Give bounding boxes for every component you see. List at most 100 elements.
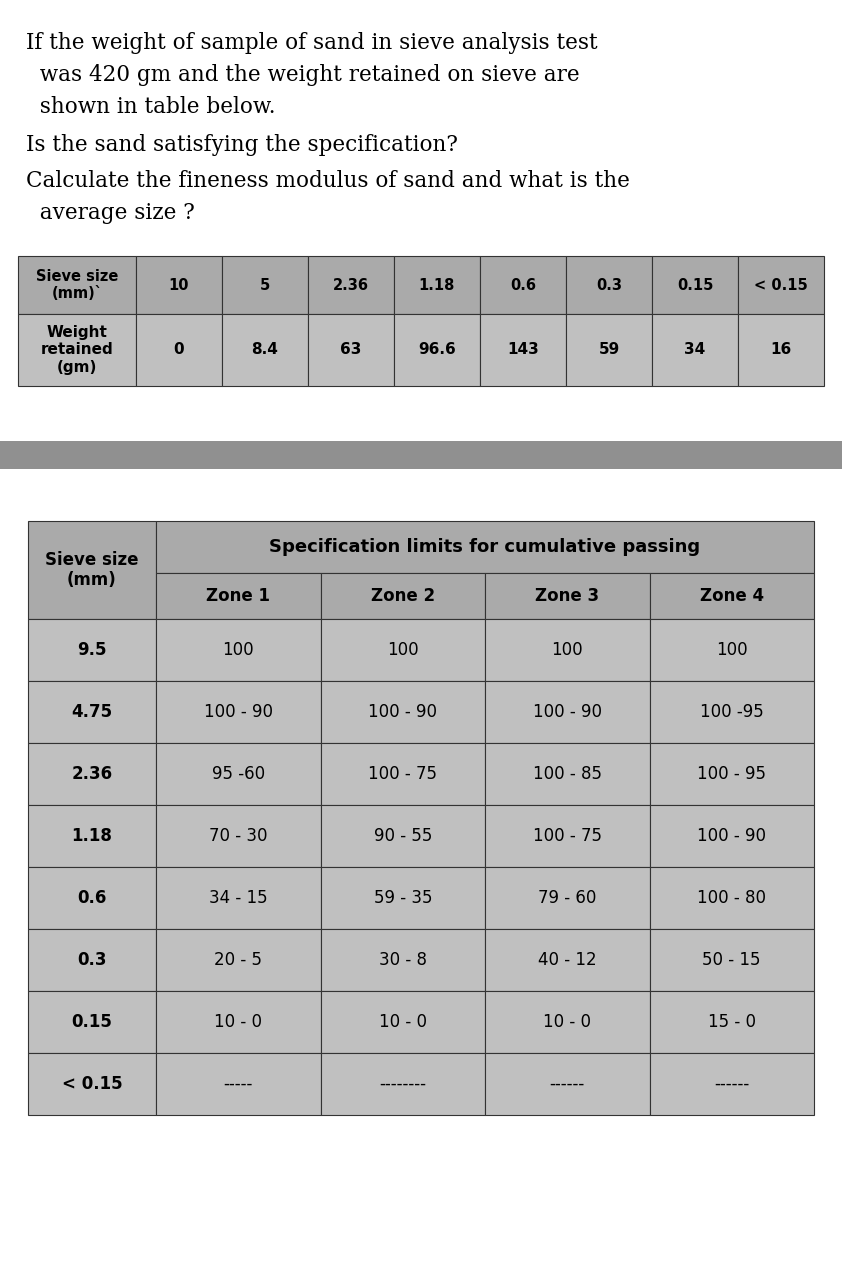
Text: < 0.15: < 0.15 xyxy=(61,1075,122,1093)
Text: 96.6: 96.6 xyxy=(418,343,456,357)
Bar xyxy=(485,991,649,1053)
Text: 100 - 95: 100 - 95 xyxy=(697,765,766,783)
Bar xyxy=(321,867,485,929)
Text: 0.15: 0.15 xyxy=(677,278,713,293)
Bar xyxy=(485,929,649,991)
Bar xyxy=(738,314,824,387)
Bar xyxy=(28,681,156,742)
Bar xyxy=(136,256,222,314)
Bar xyxy=(649,805,814,867)
Text: 34: 34 xyxy=(685,343,706,357)
Text: Zone 1: Zone 1 xyxy=(206,588,270,605)
Bar xyxy=(652,256,738,314)
Text: 8.4: 8.4 xyxy=(252,343,279,357)
Text: 0.6: 0.6 xyxy=(510,278,536,293)
Text: 79 - 60: 79 - 60 xyxy=(538,890,596,908)
Bar xyxy=(649,620,814,681)
Text: 100 - 90: 100 - 90 xyxy=(368,703,437,721)
Text: 100 -95: 100 -95 xyxy=(700,703,764,721)
Text: 30 - 8: 30 - 8 xyxy=(379,951,427,969)
Text: 100 - 85: 100 - 85 xyxy=(533,765,602,783)
Bar xyxy=(321,1053,485,1115)
Text: ------: ------ xyxy=(714,1075,749,1093)
Text: -----: ----- xyxy=(224,1075,253,1093)
Text: 90 - 55: 90 - 55 xyxy=(374,827,432,845)
Bar xyxy=(649,573,814,620)
Bar xyxy=(485,573,649,620)
Bar xyxy=(394,256,480,314)
Text: 95 -60: 95 -60 xyxy=(211,765,265,783)
Bar xyxy=(480,314,566,387)
Bar xyxy=(222,314,308,387)
Bar xyxy=(28,805,156,867)
Text: Zone 3: Zone 3 xyxy=(536,588,600,605)
Text: 5: 5 xyxy=(260,278,270,293)
Bar xyxy=(156,681,321,742)
Text: Sieve size
(mm): Sieve size (mm) xyxy=(45,550,139,589)
Text: 100 - 75: 100 - 75 xyxy=(368,765,437,783)
Text: 70 - 30: 70 - 30 xyxy=(209,827,268,845)
Bar xyxy=(485,1053,649,1115)
Text: 59 - 35: 59 - 35 xyxy=(374,890,432,908)
Text: 100 - 75: 100 - 75 xyxy=(533,827,602,845)
Text: 9.5: 9.5 xyxy=(77,641,107,659)
Bar xyxy=(156,867,321,929)
Bar xyxy=(649,867,814,929)
Bar xyxy=(28,867,156,929)
Text: 40 - 12: 40 - 12 xyxy=(538,951,597,969)
Bar xyxy=(649,1053,814,1115)
Bar xyxy=(156,991,321,1053)
Text: 4.75: 4.75 xyxy=(72,703,113,721)
Text: Weight
retained
(gm): Weight retained (gm) xyxy=(40,325,114,375)
Bar xyxy=(649,681,814,742)
Text: 0.3: 0.3 xyxy=(77,951,107,969)
Text: 100 - 90: 100 - 90 xyxy=(204,703,273,721)
Text: 0.3: 0.3 xyxy=(596,278,622,293)
Text: 0: 0 xyxy=(173,343,184,357)
Bar xyxy=(738,256,824,314)
Text: 100 - 80: 100 - 80 xyxy=(697,890,766,908)
Text: Is the sand satisfying the specification?: Is the sand satisfying the specification… xyxy=(26,134,458,156)
Bar xyxy=(156,805,321,867)
Bar xyxy=(156,929,321,991)
Text: Zone 4: Zone 4 xyxy=(700,588,764,605)
Bar xyxy=(652,314,738,387)
Text: 0.6: 0.6 xyxy=(77,890,107,908)
Text: 10: 10 xyxy=(168,278,189,293)
Text: 100: 100 xyxy=(716,641,748,659)
Bar xyxy=(321,742,485,805)
Text: Calculate the fineness modulus of sand and what is the: Calculate the fineness modulus of sand a… xyxy=(26,170,630,192)
Bar xyxy=(28,991,156,1053)
Bar xyxy=(394,314,480,387)
Text: 10 - 0: 10 - 0 xyxy=(379,1012,427,1030)
Bar xyxy=(156,742,321,805)
Bar xyxy=(321,991,485,1053)
Bar xyxy=(321,929,485,991)
Text: If the weight of sample of sand in sieve analysis test: If the weight of sample of sand in sieve… xyxy=(26,32,598,54)
Text: 20 - 5: 20 - 5 xyxy=(214,951,262,969)
Bar xyxy=(649,929,814,991)
Bar xyxy=(28,521,156,620)
Text: 100 - 90: 100 - 90 xyxy=(697,827,766,845)
Bar xyxy=(28,1053,156,1115)
Text: 100: 100 xyxy=(387,641,418,659)
Text: Zone 2: Zone 2 xyxy=(370,588,434,605)
Bar xyxy=(18,314,136,387)
Text: 1.18: 1.18 xyxy=(72,827,113,845)
Text: average size ?: average size ? xyxy=(26,202,195,224)
Bar xyxy=(156,573,321,620)
Bar xyxy=(28,620,156,681)
Text: 2.36: 2.36 xyxy=(333,278,369,293)
Text: 34 - 15: 34 - 15 xyxy=(209,890,268,908)
Text: < 0.15: < 0.15 xyxy=(754,278,807,293)
Bar xyxy=(136,314,222,387)
Bar xyxy=(485,620,649,681)
Text: ------: ------ xyxy=(550,1075,585,1093)
Bar xyxy=(321,573,485,620)
Text: 15 - 0: 15 - 0 xyxy=(708,1012,756,1030)
Text: 16: 16 xyxy=(770,343,791,357)
Bar xyxy=(308,314,394,387)
Text: 10 - 0: 10 - 0 xyxy=(214,1012,262,1030)
Bar xyxy=(0,442,842,468)
Bar xyxy=(156,1053,321,1115)
